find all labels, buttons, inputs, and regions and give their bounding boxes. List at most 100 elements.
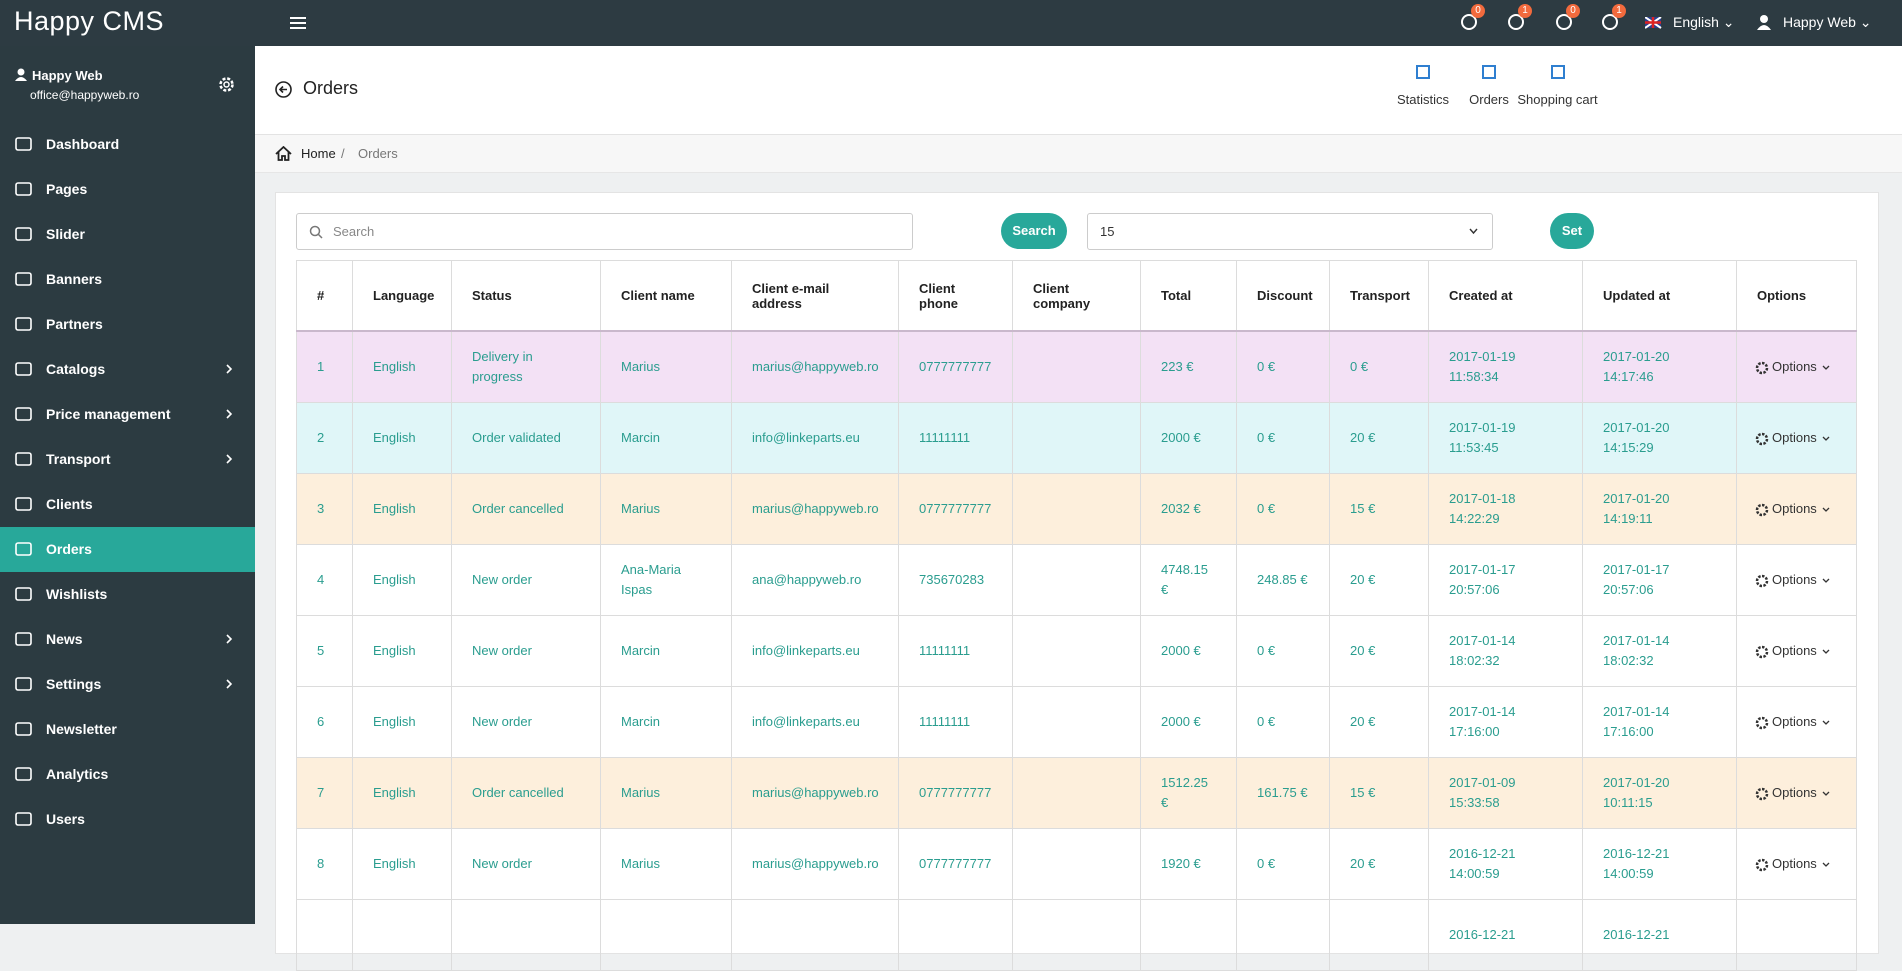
cell-text: 0 € <box>1257 643 1276 658</box>
notification-icon[interactable] <box>1555 13 1573 31</box>
column-header: Updated at <box>1582 260 1737 332</box>
options-button[interactable]: Options <box>1772 714 1817 729</box>
options-button[interactable]: Options <box>1772 501 1817 516</box>
gear <box>1755 858 1769 871</box>
set-button[interactable]: Set <box>1550 213 1594 249</box>
menu-icon <box>15 272 32 286</box>
table-cell: English <box>352 330 452 403</box>
arrow <box>1822 862 1830 867</box>
menu-item[interactable]: Slider <box>0 212 255 257</box>
cell-text: 0 € <box>1257 714 1276 729</box>
menu-item[interactable]: Pages <box>0 167 255 212</box>
table-cell: 2017-01-14 18:02:32 <box>1582 615 1737 687</box>
badge: 1 <box>1518 4 1532 18</box>
cell-text: 2017-01-20 14:19:11 <box>1603 491 1670 526</box>
menu-item[interactable]: Clients <box>0 482 255 527</box>
menu-label: Pages <box>46 181 88 197</box>
menu-item[interactable]: Banners <box>0 257 255 302</box>
chevron <box>1822 365 1830 370</box>
column-header: Client name <box>600 260 732 332</box>
menu-icon <box>15 317 32 331</box>
cell-text: 2016-12-21 <box>1449 927 1516 942</box>
cell-text: info@linkeparts.eu <box>752 714 860 729</box>
notification-icon[interactable] <box>1601 13 1619 31</box>
back-button[interactable] <box>275 81 292 98</box>
cell-text: 0 € <box>1257 359 1276 374</box>
cell-text: 1512.25 € <box>1161 775 1208 810</box>
menu-item[interactable]: Transport <box>0 437 255 482</box>
cell-text: English <box>373 430 416 445</box>
cell-text: 2000 € <box>1161 714 1201 729</box>
header-action[interactable]: Statistics <box>1395 65 1451 107</box>
icon-shape <box>15 362 32 376</box>
menu-item[interactable]: Wishlists <box>0 572 255 617</box>
menu-item[interactable]: Catalogs <box>0 347 255 392</box>
table-cell: 2017-01-17 20:57:06 <box>1582 544 1737 616</box>
menu-item[interactable]: Newsletter <box>0 707 255 752</box>
header-action[interactable]: Shopping cart <box>1500 65 1615 107</box>
options-button[interactable]: Options <box>1772 785 1817 800</box>
menu-icon <box>15 542 32 556</box>
table-cell: 2032 € <box>1140 473 1237 545</box>
table-cell: 8 <box>296 828 353 900</box>
menu-item[interactable]: Analytics <box>0 752 255 797</box>
icon-shape <box>1556 14 1572 30</box>
cell-text: 2017-01-14 17:16:00 <box>1603 704 1670 739</box>
cell-text: 161.75 € <box>1257 785 1308 800</box>
user-menu[interactable]: Happy Web ⌄ <box>1783 14 1872 30</box>
action-label: Shopping cart <box>1517 92 1598 107</box>
notification-icon[interactable] <box>1460 13 1478 31</box>
header-action[interactable]: Orders <box>1469 65 1509 107</box>
table-cell: English <box>352 544 452 616</box>
options-button[interactable]: Options <box>1772 430 1817 445</box>
table-cell: 1920 € <box>1140 828 1237 900</box>
search-button[interactable]: Search <box>1001 213 1067 249</box>
menu-icon <box>15 677 32 691</box>
cell-text: Ana-Maria Ispas <box>621 562 681 597</box>
icon-shape <box>15 677 32 691</box>
options-button[interactable]: Options <box>1772 856 1817 871</box>
per-page-select[interactable]: 15 <box>1087 213 1493 250</box>
table-cell <box>1012 899 1141 971</box>
cell-text: Order cancelled <box>472 501 564 516</box>
menu-item[interactable]: Price management <box>0 392 255 437</box>
table-cell <box>1012 330 1141 403</box>
table-cell: 20 € <box>1329 544 1429 616</box>
table-cell: Options <box>1736 402 1857 474</box>
logo[interactable]: Happy CMS <box>14 6 165 36</box>
badge: 1 <box>1612 4 1626 18</box>
chevron <box>1822 720 1830 725</box>
notification-icon[interactable] <box>1507 13 1525 31</box>
table-cell: 223 € <box>1140 330 1237 403</box>
menu-item[interactable]: Dashboard <box>0 122 255 167</box>
order-row: 7 English Order cancelled Marius marius@happ… <box>296 757 1857 829</box>
cell-text: 2017-01-14 18:02:32 <box>1449 633 1516 668</box>
table-cell <box>1012 828 1141 900</box>
table-cell <box>352 899 452 971</box>
table-cell: Marcin <box>600 615 732 687</box>
cell-text: 2 <box>317 430 325 445</box>
settings-icon[interactable] <box>218 76 235 93</box>
menu-item[interactable]: Settings <box>0 662 255 707</box>
options-button[interactable]: Options <box>1772 643 1817 658</box>
options-button[interactable]: Options <box>1772 572 1817 587</box>
search-input[interactable]: Search <box>296 213 913 250</box>
breadcrumb-link[interactable]: Home <box>301 146 336 161</box>
table-cell: Marius <box>600 757 732 829</box>
cell-text: English <box>373 785 416 800</box>
table-cell: 7 <box>296 757 353 829</box>
chevron <box>1822 578 1830 583</box>
submenu-arrow <box>226 364 233 374</box>
language-selector[interactable]: English ⌄ <box>1673 14 1735 30</box>
menu-toggle[interactable] <box>290 16 306 30</box>
table-cell: 2016-12-21 14:00:59 <box>1428 828 1583 900</box>
menu-item[interactable]: News <box>0 617 255 662</box>
icon-shape <box>1416 65 1430 79</box>
menu-item[interactable]: Orders <box>0 527 255 572</box>
menu-item[interactable]: Users <box>0 797 255 842</box>
options-button[interactable]: Options <box>1772 359 1817 374</box>
table-cell: marius@happyweb.ro <box>731 757 899 829</box>
table-cell: 2017-01-14 18:02:32 <box>1428 615 1583 687</box>
cell-text: 20 € <box>1350 430 1376 445</box>
menu-item[interactable]: Partners <box>0 302 255 347</box>
